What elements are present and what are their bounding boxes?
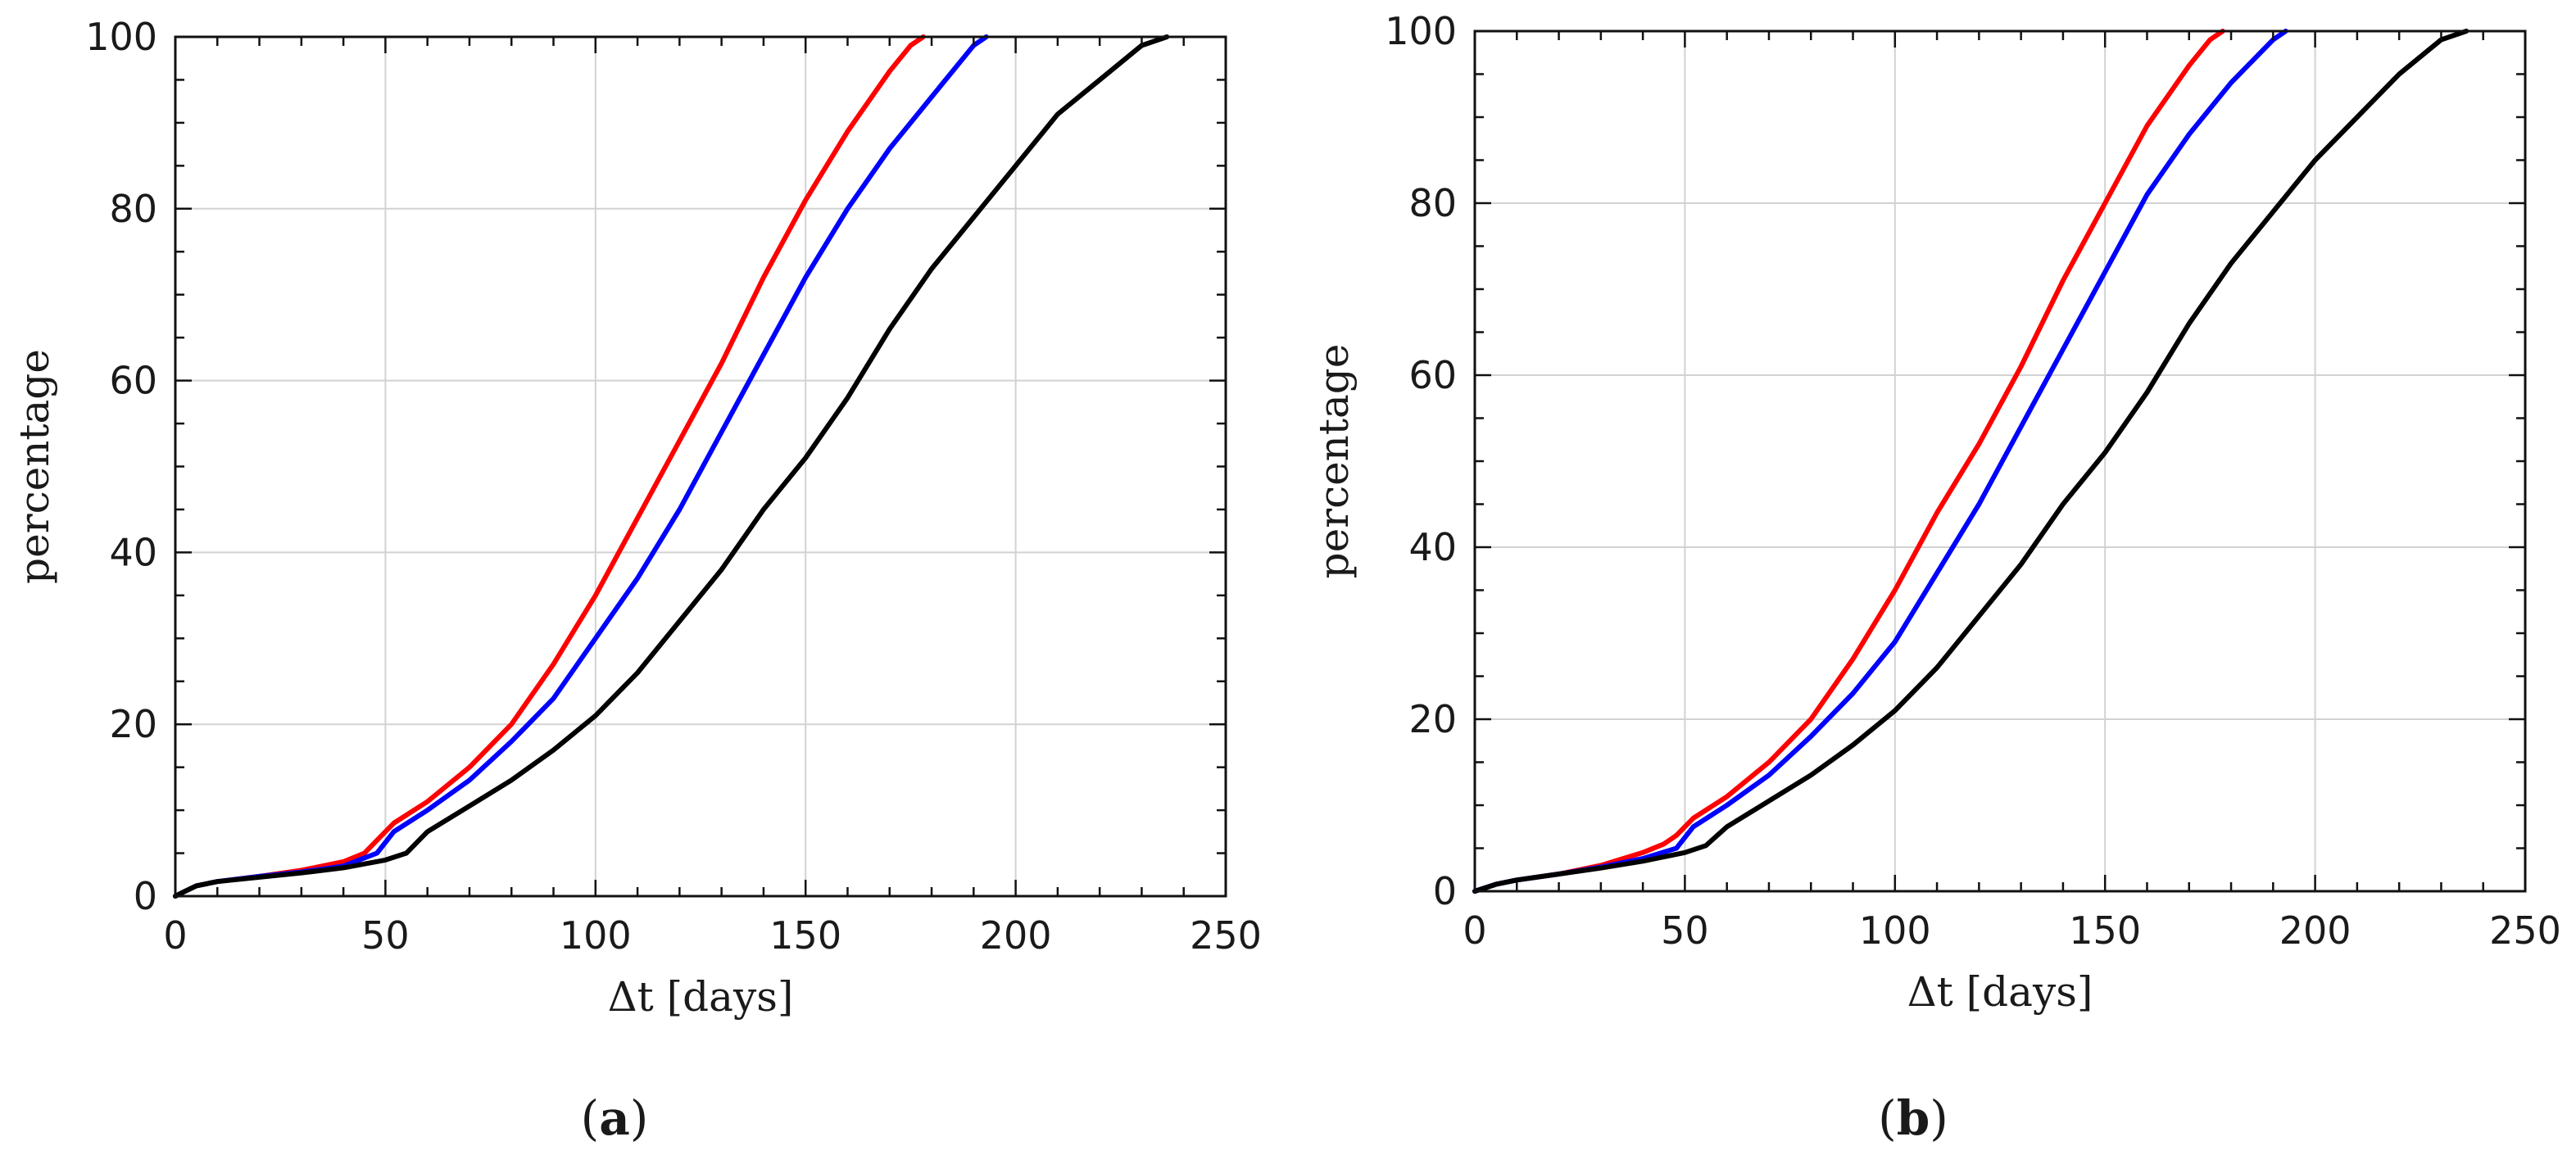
x-tick-label: 0	[163, 913, 187, 958]
x-tick-label: 200	[980, 913, 1052, 958]
y-tick-label: 100	[85, 15, 157, 59]
x-tick-label: 100	[560, 913, 632, 958]
x-tick-label: 250	[2489, 908, 2561, 953]
x-tick-label: 200	[2279, 908, 2352, 953]
y-tick-label: 100	[1385, 9, 1457, 53]
y-tick-label: 0	[134, 874, 157, 918]
y-tick-label: 60	[109, 359, 157, 403]
x-tick-label: 250	[1190, 913, 1262, 958]
x-tick-label: 150	[769, 913, 841, 958]
panel-label: (a)	[581, 1090, 649, 1146]
panel-label: (b)	[1878, 1090, 1948, 1146]
y-axis-label: percentage	[11, 349, 58, 584]
x-axis-label: Δt [days]	[608, 973, 794, 1021]
x-tick-label: 50	[361, 913, 410, 958]
y-tick-label: 20	[1408, 697, 1457, 741]
x-axis-label: Δt [days]	[1907, 968, 2093, 1016]
chart-panel-a: 0 50 100 150 200 250 0 20 40 60 80 100 Δt [days] perc…	[11, 15, 1262, 1146]
y-tick-label: 40	[109, 530, 157, 574]
panel-label-letter: b	[1897, 1090, 1930, 1146]
panel-label-letter: a	[599, 1090, 630, 1146]
y-tick-label: 80	[1408, 181, 1457, 225]
x-tick-label: 0	[1463, 908, 1486, 953]
series-line-blue	[1472, 29, 2288, 894]
y-axis-label: percentage	[1310, 344, 1358, 579]
y-tick-label: 60	[1408, 353, 1457, 397]
y-tick-label: 80	[109, 187, 157, 231]
y-tick-label: 0	[1433, 869, 1457, 913]
x-tick-label: 150	[2069, 908, 2141, 953]
x-tick-label: 100	[1859, 908, 1931, 953]
series-line-black	[173, 34, 1170, 899]
series-line-red	[1472, 29, 2225, 894]
y-tick-label: 40	[1408, 525, 1457, 569]
chart-panel-b: 0 50 100 150 200 250 0 20 40 60 80 100 Δt [days] perc…	[1310, 9, 2561, 1146]
series-line-blue	[173, 34, 989, 899]
series-line-red	[173, 34, 926, 899]
x-tick-label: 50	[1661, 908, 1709, 953]
y-tick-label: 20	[109, 702, 157, 746]
series-line-black	[1472, 29, 2469, 894]
